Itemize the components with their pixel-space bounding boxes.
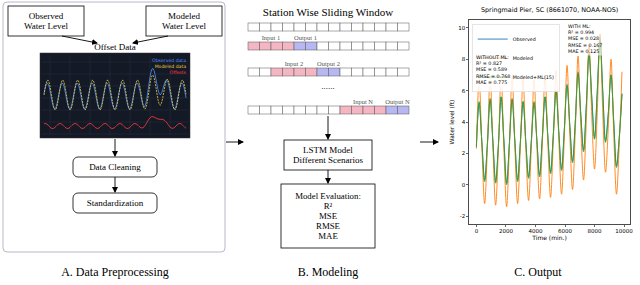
- svg-text:R²: R²: [324, 201, 333, 211]
- svg-text:Observed: Observed: [29, 11, 64, 21]
- svg-text:0: 0: [462, 182, 466, 188]
- svg-text:Observed data: Observed data: [152, 58, 186, 63]
- svg-text:Modeled: Modeled: [168, 11, 200, 21]
- svg-text:10: 10: [458, 25, 465, 31]
- svg-text:WITH ML:R² = 0.994MSE = 0.028R: WITH ML:R² = 0.994MSE = 0.028RMSE = 0.16…: [568, 24, 602, 54]
- svg-text:Input 2: Input 2: [285, 60, 304, 67]
- svg-text:-2: -2: [460, 213, 465, 219]
- svg-text:0: 0: [475, 228, 479, 234]
- svg-text:Input N: Input N: [353, 98, 373, 105]
- svg-text:Modeled+ML(15): Modeled+ML(15): [513, 75, 554, 80]
- svg-text:Offset Data: Offset Data: [94, 42, 136, 52]
- svg-text:Water Level: Water Level: [24, 21, 68, 31]
- svg-text:Data Cleaning: Data Cleaning: [89, 162, 141, 172]
- svg-text:Output N: Output N: [385, 98, 410, 105]
- svg-text:Offsets: Offsets: [170, 70, 187, 75]
- svg-text:Output 2: Output 2: [317, 60, 340, 67]
- svg-text:RMSE: RMSE: [316, 221, 340, 231]
- svg-text:Water Level: Water Level: [162, 21, 206, 31]
- svg-text:Modeled: Modeled: [513, 56, 533, 61]
- svg-text:A. Data Preprocessing: A. Data Preprocessing: [61, 265, 169, 279]
- svg-text:Springmaid Pier, SC (8661070,: Springmaid Pier, SC (8661070, NOAA-NOS): [481, 6, 618, 14]
- svg-text:Water level (ft): Water level (ft): [448, 100, 455, 145]
- svg-text:Input 1: Input 1: [262, 34, 281, 41]
- svg-text:MSE: MSE: [319, 211, 337, 221]
- svg-text:Station Wise Sliding Window: Station Wise Sliding Window: [263, 6, 393, 18]
- svg-text:Model Evaluation:: Model Evaluation:: [295, 191, 361, 201]
- svg-text:MAE: MAE: [318, 231, 338, 241]
- svg-text:......: ......: [321, 81, 335, 91]
- svg-text:WITHOUT ML:R² = 0.827MSE = 0.5: WITHOUT ML:R² = 0.827MSE = 0.589RMSE = 0…: [476, 55, 510, 85]
- svg-text:10000: 10000: [615, 228, 633, 234]
- svg-text:8000: 8000: [588, 228, 602, 234]
- svg-text:4: 4: [462, 119, 466, 125]
- svg-text:Standardization: Standardization: [87, 198, 144, 208]
- svg-text:4000: 4000: [528, 228, 542, 234]
- svg-text:LSTM Model: LSTM Model: [303, 145, 353, 155]
- svg-text:6: 6: [462, 88, 466, 94]
- svg-text:2000: 2000: [499, 228, 513, 234]
- svg-text:Time (min.): Time (min.): [531, 234, 567, 241]
- svg-text:Observed: Observed: [513, 37, 536, 42]
- svg-text:Modeled data: Modeled data: [155, 64, 187, 69]
- svg-text:8: 8: [462, 56, 466, 62]
- svg-text:C. Output: C. Output: [514, 265, 562, 279]
- svg-text:Output 1: Output 1: [294, 34, 317, 41]
- svg-text:6000: 6000: [558, 228, 572, 234]
- svg-text:2: 2: [462, 150, 466, 156]
- svg-text:Different Scenarios: Different Scenarios: [293, 155, 364, 165]
- svg-text:B. Modeling: B. Modeling: [298, 265, 359, 279]
